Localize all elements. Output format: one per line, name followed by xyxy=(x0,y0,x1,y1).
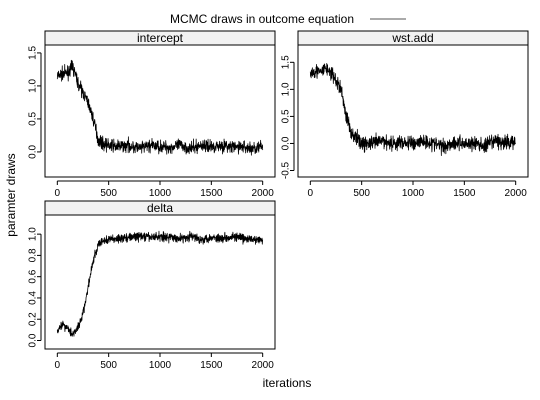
x-tick-label: 1500 xyxy=(453,188,476,199)
x-tick-label: 500 xyxy=(353,188,370,199)
panel-frame xyxy=(297,44,529,178)
x-tick-label: 2000 xyxy=(505,188,528,199)
panel-frame xyxy=(44,214,276,350)
x-tick-label: 1000 xyxy=(149,188,172,199)
x-axis-label: iterations xyxy=(263,376,312,390)
x-tick-label: 1000 xyxy=(402,188,425,199)
x-tick-label: 1000 xyxy=(149,360,172,371)
y-tick-label: 1.5 xyxy=(281,55,292,69)
y-tick-label: 0.0 xyxy=(28,145,39,159)
y-tick-label: 0.0 xyxy=(28,333,39,347)
x-tick-label: 1500 xyxy=(200,360,223,371)
y-tick-label: 0.5 xyxy=(28,112,39,126)
panel-title: intercept xyxy=(137,31,184,45)
trace-line xyxy=(56,59,264,156)
y-tick-label: 1.0 xyxy=(281,82,292,96)
x-tick-label: 0 xyxy=(55,188,61,199)
y-tick-label: 1.0 xyxy=(28,227,39,241)
y-tick-label: 0.4 xyxy=(28,291,39,305)
y-tick-label: 0.6 xyxy=(28,269,39,283)
panel-frame xyxy=(44,44,276,178)
y-tick-label: 0.5 xyxy=(281,109,292,123)
panel-title: wst.add xyxy=(391,31,433,45)
y-tick-label: -0.5 xyxy=(281,161,292,179)
y-tick-label: 0.2 xyxy=(28,312,39,326)
trace-line xyxy=(309,63,516,157)
x-tick-label: 2000 xyxy=(252,360,275,371)
y-tick-label: 0.8 xyxy=(28,248,39,262)
y-tick-label: 0.0 xyxy=(281,136,292,150)
x-tick-label: 0 xyxy=(55,360,61,371)
panel-delta: delta 0 500 1000 1500 2000 0.0 0.2 0.4 0.6 0.8 1.0 xyxy=(28,200,276,371)
trace-line xyxy=(56,230,264,337)
y-tick-label: 1.5 xyxy=(28,46,39,60)
panel-title: delta xyxy=(147,201,173,215)
y-tick-label: 1.0 xyxy=(28,79,39,93)
panel-wst-add: wst.add 0 500 1000 1500 2000 -0.5 0.0 0.5 1.0 1.5 xyxy=(281,30,529,199)
x-tick-label: 2000 xyxy=(252,188,275,199)
x-tick-label: 0 xyxy=(308,188,314,199)
x-tick-label: 500 xyxy=(100,188,117,199)
y-axis-label: paramter draws xyxy=(4,153,18,236)
x-tick-label: 1500 xyxy=(200,188,223,199)
chart-title: MCMC draws in outcome equation xyxy=(170,12,354,26)
panel-intercept: intercept 0 500 1000 1500 2000 0.0 0.5 1.0 1.5 xyxy=(28,30,276,199)
x-tick-label: 500 xyxy=(100,360,117,371)
